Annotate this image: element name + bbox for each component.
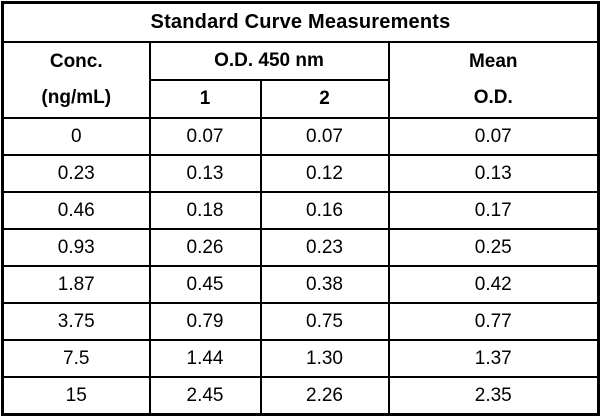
table-row: 0.46 0.18 0.16 0.17 (1, 191, 600, 230)
header-mean-line1: Mean (468, 51, 518, 72)
cell-od-replicate-2: 0.12 (259, 154, 390, 193)
cell-od-replicate-1: 0.26 (148, 228, 262, 267)
cell-od-replicate-1: 0.18 (148, 191, 262, 230)
cell-concentration: 3.75 (1, 302, 151, 341)
cell-concentration: 0.46 (1, 191, 151, 230)
cell-od-replicate-2: 0.07 (259, 117, 390, 156)
cell-od-replicate-1: 1.44 (148, 339, 262, 378)
table-row: 0.93 0.26 0.23 0.25 (1, 228, 600, 267)
cell-mean-od: 1.37 (387, 339, 600, 378)
cell-od-replicate-1: 0.45 (148, 265, 262, 304)
table-body: 0 0.07 0.07 0.07 0.23 0.13 0.12 0.13 0.46 0.18 0.1… (1, 117, 600, 416)
cell-od-replicate-2: 2.26 (259, 376, 390, 416)
cell-mean-od: 0.13 (387, 154, 600, 193)
cell-od-replicate-1: 0.13 (148, 154, 262, 193)
cell-mean-od: 0.25 (387, 228, 600, 267)
cell-concentration: 7.5 (1, 339, 151, 378)
cell-od-replicate-2: 0.16 (259, 191, 390, 230)
cell-od-replicate-2: 0.38 (259, 265, 390, 304)
table-row: 1.87 0.45 0.38 0.42 (1, 265, 600, 304)
cell-concentration: 1.87 (1, 265, 151, 304)
header-mean: Mean O.D. (387, 41, 600, 119)
header-od-group: O.D. 450 nm (148, 41, 390, 81)
cell-od-replicate-1: 0.07 (148, 117, 262, 156)
cell-concentration: 0 (1, 117, 151, 156)
cell-concentration: 15 (1, 376, 151, 416)
header-mean-line2: O.D. (473, 87, 513, 108)
table-row: 3.75 0.79 0.75 0.77 (1, 302, 600, 341)
cell-mean-od: 0.42 (387, 265, 600, 304)
cell-mean-od: 0.17 (387, 191, 600, 230)
header-od-replicate-2: 2 (259, 79, 390, 119)
header-od-replicate-1: 1 (148, 79, 262, 119)
cell-od-replicate-2: 1.30 (259, 339, 390, 378)
table-title: Standard Curve Measurements (1, 1, 600, 43)
cell-concentration: 0.23 (1, 154, 151, 193)
cell-od-replicate-2: 0.23 (259, 228, 390, 267)
cell-od-replicate-1: 0.79 (148, 302, 262, 341)
header-row-sub: 1 2 (3, 79, 599, 119)
table-row: 15 2.45 2.26 2.35 (1, 376, 600, 416)
cell-mean-od: 0.77 (387, 302, 600, 341)
cell-od-replicate-2: 0.75 (259, 302, 390, 341)
header-conc: Conc. (ng/mL) (1, 41, 151, 119)
header-conc-line2: (ng/mL) (41, 87, 112, 108)
table-row: 0.23 0.13 0.12 0.13 (1, 154, 600, 193)
header-conc-line1: Conc. (49, 51, 103, 72)
cell-mean-od: 0.07 (387, 117, 600, 156)
table-row: 0 0.07 0.07 0.07 (1, 117, 600, 156)
cell-concentration: 0.93 (1, 228, 151, 267)
header-row-main: Conc. (ng/mL) O.D. 450 nm Mean O.D. (1, 41, 600, 119)
title-row: Standard Curve Measurements (1, 1, 600, 43)
cell-od-replicate-1: 2.45 (148, 376, 262, 416)
cell-mean-od: 2.35 (387, 376, 600, 416)
table-row: 7.5 1.44 1.30 1.37 (1, 339, 600, 378)
